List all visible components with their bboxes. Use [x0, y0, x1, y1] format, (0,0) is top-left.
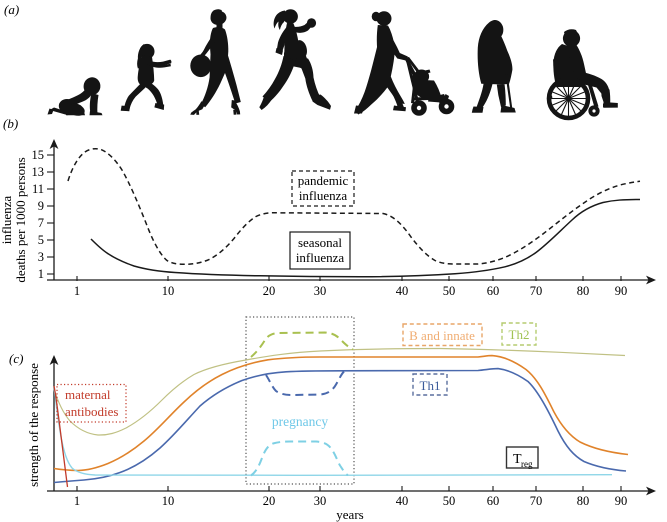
svg-text:90: 90 — [615, 284, 628, 298]
svg-text:maternal: maternal — [65, 387, 111, 402]
svg-text:influenza: influenza — [296, 250, 345, 265]
svg-text:50: 50 — [443, 494, 456, 508]
svg-text:pregnancy: pregnancy — [272, 414, 328, 429]
svg-text:40: 40 — [396, 284, 409, 298]
svg-text:(b): (b) — [3, 116, 18, 131]
svg-text:(c): (c) — [9, 351, 23, 366]
svg-text:15: 15 — [32, 148, 45, 162]
svg-text:13: 13 — [32, 165, 45, 179]
svg-text:influenza: influenza — [0, 196, 14, 245]
svg-text:80: 80 — [577, 494, 590, 508]
svg-text:10: 10 — [162, 494, 175, 508]
svg-text:influenza: influenza — [299, 188, 348, 203]
svg-text:(a): (a) — [4, 2, 19, 17]
svg-text:9: 9 — [38, 199, 44, 213]
svg-text:1: 1 — [38, 267, 44, 281]
svg-text:60: 60 — [487, 284, 500, 298]
svg-text:3: 3 — [38, 250, 44, 264]
svg-text:50: 50 — [443, 284, 456, 298]
svg-text:30: 30 — [314, 494, 327, 508]
svg-text:Th2: Th2 — [509, 327, 530, 342]
svg-text:1: 1 — [74, 284, 80, 298]
svg-text:20: 20 — [263, 494, 276, 508]
svg-text:70: 70 — [530, 284, 543, 298]
svg-text:11: 11 — [32, 182, 44, 196]
svg-text:Th1: Th1 — [420, 378, 441, 393]
svg-text:40: 40 — [396, 494, 409, 508]
svg-text:reg: reg — [521, 459, 533, 469]
svg-text:7: 7 — [38, 216, 44, 230]
svg-text:80: 80 — [577, 284, 590, 298]
svg-text:seasonal: seasonal — [298, 235, 342, 250]
svg-text:5: 5 — [38, 233, 44, 247]
svg-text:pandemic: pandemic — [298, 173, 349, 188]
svg-text:strength of the response: strength of the response — [26, 363, 41, 487]
svg-text:20: 20 — [263, 284, 276, 298]
svg-text:years: years — [336, 507, 363, 522]
svg-text:30: 30 — [314, 284, 327, 298]
svg-text:T: T — [513, 452, 522, 467]
svg-text:1: 1 — [74, 494, 80, 508]
svg-text:B and innate: B and innate — [409, 328, 475, 343]
svg-text:90: 90 — [615, 494, 628, 508]
svg-text:60: 60 — [487, 494, 500, 508]
svg-text:deaths per 1000 persons: deaths per 1000 persons — [13, 157, 28, 282]
svg-text:antibodies: antibodies — [65, 404, 118, 419]
svg-text:10: 10 — [162, 284, 175, 298]
svg-text:70: 70 — [530, 494, 543, 508]
